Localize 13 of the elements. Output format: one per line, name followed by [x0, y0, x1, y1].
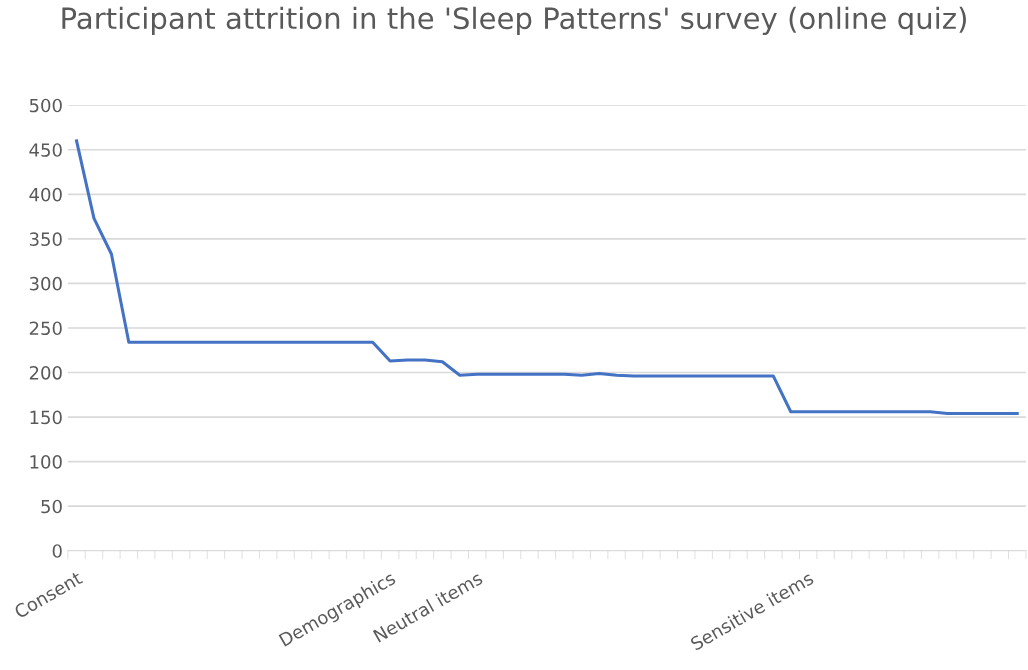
y-tick-label: 100 [30, 455, 62, 469]
y-tick-label: 150 [30, 410, 62, 425]
y-tick-label: 50 [41, 499, 62, 514]
chart-title: Participant attrition in the 'Sleep Patterns' survey (online quiz) [62, 6, 966, 35]
y-tick-label: 200 [29, 365, 62, 380]
y-tick-label: 350 [29, 232, 62, 246]
y-tick-label: 0 [52, 544, 62, 558]
line-series [75, 139, 1019, 416]
y-tick-label: 300 [29, 276, 62, 291]
y-tick-label: 250 [29, 321, 62, 336]
y-tick-label: 450 [29, 143, 62, 157]
y-tick-label: 500 [29, 98, 62, 113]
y-tick-label: 400 [29, 187, 62, 202]
